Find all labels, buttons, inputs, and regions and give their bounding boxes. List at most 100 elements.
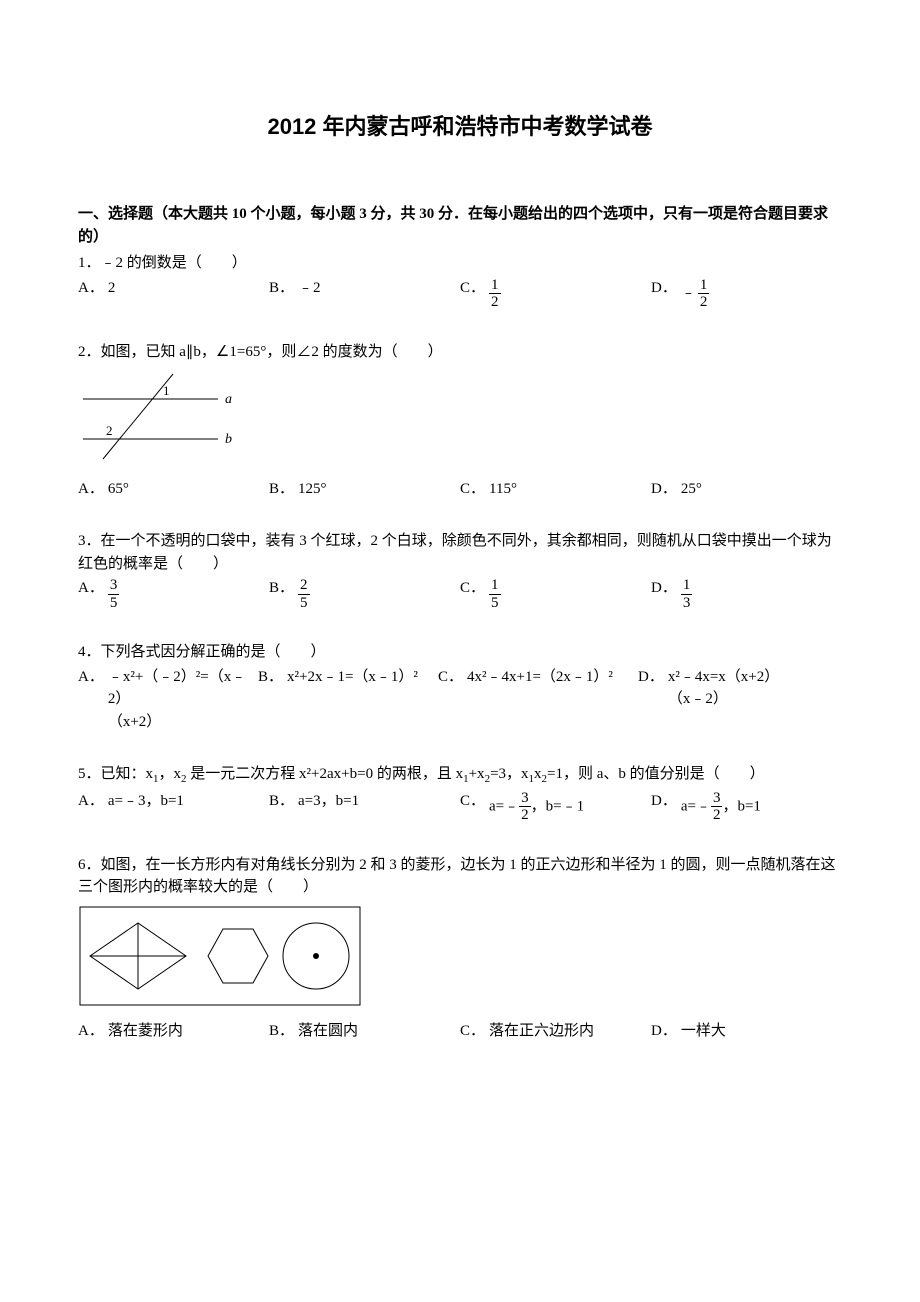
numerator: 1	[489, 277, 501, 295]
q5-stem: 5．已知：x1，x2 是一元二次方程 x²+2ax+b=0 的两根，且 x1+x…	[78, 763, 842, 788]
q4-opt-d: D． x²﹣4x=x（x+2）（x﹣2）	[638, 666, 818, 711]
opt-text: ﹣12	[681, 277, 710, 311]
q6-num: 6．	[78, 857, 101, 873]
opt-text: 落在正六边形内	[489, 1020, 594, 1043]
numerator: 3	[711, 790, 723, 808]
opt-text: 65°	[108, 478, 129, 501]
denominator: 5	[298, 595, 310, 612]
q3-opt-d: D．13	[651, 577, 842, 611]
text: x	[534, 766, 542, 782]
q5-opt-c: C．a=﹣32，b=﹣1	[460, 790, 651, 824]
denominator: 3	[681, 595, 693, 612]
q5-opt-a: A．a=﹣3，b=1	[78, 790, 269, 824]
fraction: 12	[489, 277, 501, 311]
opt-text: 落在圆内	[298, 1020, 358, 1043]
denominator: 2	[489, 294, 501, 311]
opt-label: B．	[258, 666, 283, 689]
label-b: b	[225, 432, 232, 447]
opt-label: B．	[269, 478, 294, 501]
opt-label: A．	[78, 790, 104, 813]
q4-opt-a: A． ﹣x²+（﹣2）²=（x﹣2）（x+2）	[78, 666, 258, 734]
opt-label: C．	[460, 577, 485, 600]
numerator: 3	[108, 577, 120, 595]
q6-options: A．落在菱形内 B．落在圆内 C．落在正六边形内 D．一样大	[78, 1020, 842, 1043]
text: 是一元二次方程 x²+2ax+b=0 的两根，且 x	[187, 766, 464, 782]
q6-opt-a: A．落在菱形内	[78, 1020, 269, 1043]
numerator: 1	[698, 277, 710, 295]
text-line: x²﹣4x=x（x+2）	[668, 669, 779, 685]
q4-num: 4．	[78, 644, 101, 660]
page-title: 2012 年内蒙古呼和浩特市中考数学试卷	[78, 110, 842, 143]
q3-opt-b: B．25	[269, 577, 460, 611]
denominator: 5	[489, 595, 501, 612]
denominator: 2	[711, 807, 723, 824]
opt-label: B．	[269, 577, 294, 600]
opt-label: B．	[269, 1020, 294, 1043]
opt-label: C．	[460, 1020, 485, 1043]
opt-label: D．	[638, 666, 664, 689]
q2-options: A．65° B．125° C．115° D．25°	[78, 478, 842, 501]
q1-opt-c: C． 12	[460, 277, 651, 311]
q5-opt-b: B．a=3，b=1	[269, 790, 460, 824]
q2-stem: 2．如图，已知 a∥b，∠1=65°，则∠2 的度数为（ ）	[78, 341, 842, 364]
q4-text: 下列各式因分解正确的是（ ）	[101, 644, 326, 660]
opt-text: a=﹣3，b=1	[108, 790, 184, 813]
text: a=﹣	[681, 798, 711, 814]
q3-opt-c: C．15	[460, 577, 651, 611]
q4-options: A． ﹣x²+（﹣2）²=（x﹣2）（x+2） B．x²+2x﹣1=（x﹣1）²…	[78, 666, 842, 734]
fraction: 35	[108, 577, 120, 611]
opt-label: B．	[269, 277, 294, 300]
question-3: 3．在一个不透明的口袋中，装有 3 个红球，2 个白球，除颜色不同外，其余都相同…	[78, 530, 842, 611]
question-6: 6．如图，在一长方形内有对角线长分别为 2 和 3 的菱形，边长为 1 的正六边…	[78, 854, 842, 1043]
q5-options: A．a=﹣3，b=1 B．a=3，b=1 C．a=﹣32，b=﹣1 D．a=﹣3…	[78, 790, 842, 824]
q1-opt-d: D． ﹣12	[651, 277, 842, 311]
opt-text: a=﹣32，b=﹣1	[489, 790, 584, 824]
q6-opt-b: B．落在圆内	[269, 1020, 460, 1043]
question-4: 4．下列各式因分解正确的是（ ） A． ﹣x²+（﹣2）²=（x﹣2）（x+2）…	[78, 641, 842, 733]
fraction: 32	[519, 790, 531, 824]
parallel-lines-diagram: a b 1 2	[78, 369, 238, 464]
q2-num: 2．	[78, 344, 101, 360]
q6-text: 如图，在一长方形内有对角线长分别为 2 和 3 的菱形，边长为 1 的正六边形和…	[78, 857, 836, 896]
q6-opt-d: D．一样大	[651, 1020, 842, 1043]
numerator: 2	[298, 577, 310, 595]
question-5: 5．已知：x1，x2 是一元二次方程 x²+2ax+b=0 的两根，且 x1+x…	[78, 763, 842, 824]
q1-opt-b: B． ﹣2	[269, 277, 460, 311]
q5-num: 5．	[78, 766, 101, 782]
q2-opt-b: B．125°	[269, 478, 460, 501]
q6-figure	[78, 905, 842, 1015]
q3-stem: 3．在一个不透明的口袋中，装有 3 个红球，2 个白球，除颜色不同外，其余都相同…	[78, 530, 842, 575]
q2-figure: a b 1 2	[78, 369, 842, 472]
text: a=﹣	[489, 798, 519, 814]
text: +x	[469, 766, 485, 782]
opt-label: C．	[460, 478, 485, 501]
opt-label: D．	[651, 277, 677, 300]
opt-label: A．	[78, 478, 104, 501]
q3-text: 在一个不透明的口袋中，装有 3 个红球，2 个白球，除颜色不同外，其余都相同，则…	[78, 533, 832, 572]
text: ，b=1	[722, 798, 760, 814]
text: ，b=﹣1	[531, 798, 584, 814]
opt-text: 115°	[489, 478, 517, 501]
q5-opt-d: D．a=﹣32，b=1	[651, 790, 842, 824]
q4-opt-b: B．x²+2x﹣1=（x﹣1）²	[258, 666, 438, 689]
q2-opt-a: A．65°	[78, 478, 269, 501]
opt-label: D．	[651, 1020, 677, 1043]
opt-label: C．	[438, 666, 463, 689]
opt-text: ﹣x²+（﹣2）²=（x﹣2）（x+2）	[108, 666, 258, 734]
fraction: 15	[489, 577, 501, 611]
section-heading: 一、选择题（本大题共 10 个小题，每小题 3 分，共 30 分．在每小题给出的…	[78, 203, 842, 248]
denominator: 2	[519, 807, 531, 824]
label-2: 2	[106, 423, 113, 438]
question-2: 2．如图，已知 a∥b，∠1=65°，则∠2 的度数为（ ） a b 1 2 A…	[78, 341, 842, 501]
numerator: 3	[519, 790, 531, 808]
q6-opt-c: C．落在正六边形内	[460, 1020, 651, 1043]
opt-label: D．	[651, 790, 677, 813]
q3-num: 3．	[78, 533, 101, 549]
denominator: 5	[108, 595, 120, 612]
text: ，x	[159, 766, 182, 782]
opt-text: x²+2x﹣1=（x﹣1）²	[287, 666, 418, 689]
q3-options: A．35 B．25 C．15 D．13	[78, 577, 842, 611]
opt-label: A．	[78, 577, 104, 600]
q4-opt-c: C．4x²﹣4x+1=（2x﹣1）²	[438, 666, 638, 689]
shapes-diagram	[78, 905, 363, 1007]
